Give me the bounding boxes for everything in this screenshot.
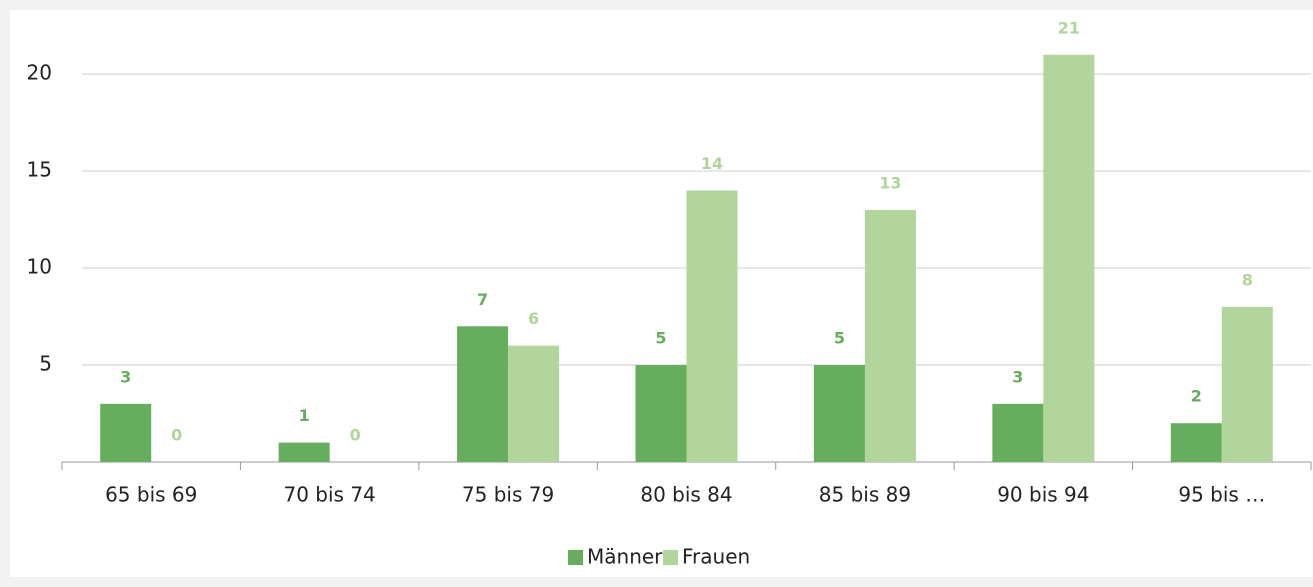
value-label: 21 — [1058, 18, 1080, 37]
bar — [1170, 423, 1222, 462]
value-label: 7 — [477, 290, 488, 309]
x-tick-label: 70 bis 74 — [283, 483, 375, 507]
bar — [1043, 54, 1095, 463]
bar — [100, 403, 152, 462]
y-tick-label: 5 — [39, 352, 52, 376]
x-tick-label: 75 bis 79 — [462, 483, 554, 507]
legend-swatch — [568, 550, 583, 565]
bar — [686, 190, 738, 463]
value-label: 0 — [350, 426, 361, 445]
y-tick-label: 10 — [27, 255, 52, 279]
bar — [508, 345, 560, 462]
bar — [278, 442, 330, 462]
x-tick-label: 95 bis … — [1178, 483, 1265, 507]
legend-label: Männer — [587, 545, 663, 569]
legend-label: Frauen — [682, 545, 750, 569]
bar — [635, 365, 687, 462]
value-label: 0 — [171, 426, 182, 445]
value-label: 5 — [834, 329, 845, 348]
value-label: 1 — [299, 406, 310, 425]
value-label: 3 — [1012, 367, 1023, 386]
bar — [992, 403, 1044, 462]
x-tick-label: 90 bis 94 — [997, 483, 1089, 507]
value-label: 2 — [1191, 387, 1202, 406]
value-label: 3 — [120, 367, 131, 386]
x-tick-label: 65 bis 69 — [105, 483, 197, 507]
bar — [864, 209, 916, 462]
bar — [813, 365, 865, 462]
bar — [1221, 306, 1273, 462]
y-tick-label: 20 — [27, 61, 52, 85]
legend-swatch — [663, 550, 678, 565]
value-label: 6 — [528, 309, 539, 328]
value-label: 5 — [655, 329, 666, 348]
chart-panel — [10, 10, 1313, 577]
value-label: 14 — [701, 154, 723, 173]
x-tick-label: 80 bis 84 — [640, 483, 732, 507]
x-tick-label: 85 bis 89 — [819, 483, 911, 507]
bar — [457, 326, 509, 462]
y-tick-label: 15 — [27, 158, 52, 182]
value-label: 13 — [879, 173, 901, 192]
value-label: 8 — [1242, 270, 1253, 289]
